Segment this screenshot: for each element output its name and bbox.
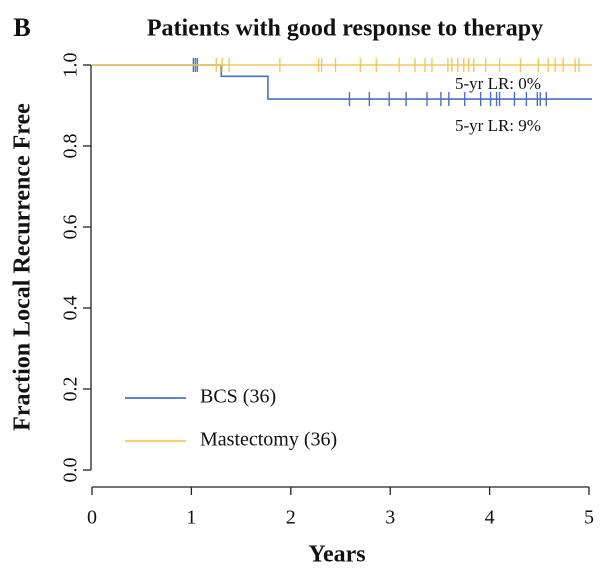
- legend-label: Mastectomy (36): [200, 429, 337, 451]
- x-tick-label: 0: [87, 507, 97, 529]
- x-tick-label: 2: [286, 507, 296, 529]
- x-tick-label: 4: [485, 507, 495, 529]
- annotation: 5-yr LR: 9%: [455, 116, 541, 135]
- panel-label: B: [13, 13, 30, 42]
- x-axis-label: Years: [308, 542, 365, 568]
- y-tick-label: 1.0: [60, 53, 82, 78]
- x-tick-label: 5: [584, 507, 594, 529]
- y-tick-label: 0.2: [60, 377, 82, 402]
- y-axis-label: Fraction Local Recurrence Free: [10, 103, 36, 431]
- legend-label: BCS (36): [200, 386, 276, 408]
- x-tick-label: 1: [186, 507, 196, 529]
- y-tick-label: 0.4: [60, 296, 82, 321]
- y-tick-label: 0.6: [60, 215, 82, 240]
- annotation: 5-yr LR: 0%: [455, 74, 541, 93]
- y-tick-label: 0.8: [60, 134, 82, 159]
- chart-title: Patients with good response to therapy: [147, 16, 543, 42]
- x-tick-label: 3: [385, 507, 395, 529]
- y-tick-label: 0.0: [60, 458, 82, 483]
